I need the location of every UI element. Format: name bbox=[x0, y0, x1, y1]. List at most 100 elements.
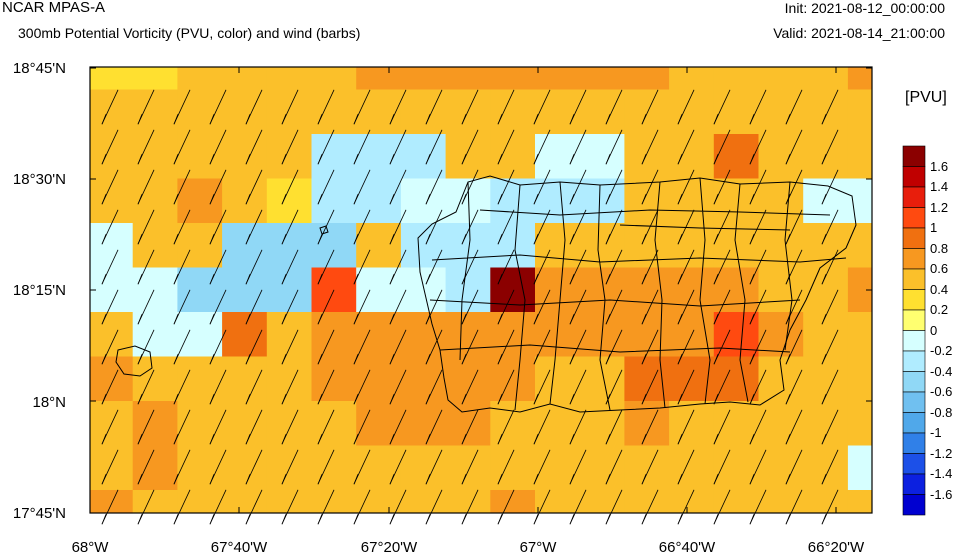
pv-cell bbox=[177, 356, 223, 402]
pv-cell bbox=[624, 312, 670, 358]
wind-barb bbox=[569, 329, 587, 365]
pv-cell bbox=[893, 535, 938, 556]
pv-cell bbox=[222, 89, 268, 135]
pv-cell bbox=[579, 401, 625, 447]
pv-cell bbox=[579, 89, 625, 135]
pv-cell bbox=[356, 134, 402, 180]
wind-barb bbox=[461, 369, 479, 405]
wind-barb bbox=[317, 409, 335, 445]
pv-cell bbox=[90, 490, 134, 513]
wind-barb bbox=[173, 89, 191, 125]
colorbar-swatch bbox=[902, 268, 926, 290]
pv-cell bbox=[132, 356, 178, 402]
pv-cell bbox=[132, 134, 178, 180]
wind-barb bbox=[209, 369, 227, 405]
pv-cell bbox=[311, 445, 357, 491]
pv-cell bbox=[535, 445, 581, 491]
colorbar-swatch bbox=[902, 391, 926, 413]
wind-barb bbox=[749, 249, 767, 285]
wind-barb bbox=[353, 289, 371, 325]
wind-barb bbox=[821, 449, 839, 485]
wind-barb bbox=[713, 289, 731, 325]
wind-barb bbox=[749, 169, 767, 205]
pv-cell bbox=[758, 356, 804, 402]
wind-barb bbox=[461, 89, 479, 125]
wind-barb bbox=[281, 169, 299, 205]
wind-barb bbox=[533, 209, 551, 245]
wind-barb bbox=[317, 289, 335, 325]
pv-cell bbox=[356, 178, 402, 224]
colorbar-swatch bbox=[902, 289, 926, 311]
wind-barb bbox=[677, 249, 695, 285]
pv-cell bbox=[803, 445, 849, 491]
wind-barb bbox=[245, 209, 263, 245]
colorbar-tick-label: 0.8 bbox=[930, 240, 949, 256]
wind-barb bbox=[677, 449, 695, 485]
pv-cell bbox=[132, 312, 178, 358]
wind-barb bbox=[137, 329, 155, 365]
wind-barb bbox=[353, 449, 371, 485]
pv-cell bbox=[266, 401, 313, 447]
wind-barb bbox=[425, 369, 443, 405]
wind-barb bbox=[353, 169, 371, 205]
wind-barb bbox=[713, 209, 731, 245]
colorbar-tick-label: 0.2 bbox=[930, 302, 949, 317]
wind-barb bbox=[749, 209, 767, 245]
wind-barb bbox=[605, 289, 623, 325]
wind-barb bbox=[101, 249, 119, 285]
wind-barb bbox=[641, 129, 659, 165]
colorbar-tick-label: -1.6 bbox=[930, 486, 953, 502]
pv-cell bbox=[90, 356, 134, 402]
wind-barb bbox=[353, 409, 371, 445]
wind-barb bbox=[245, 409, 263, 445]
wind-barb bbox=[245, 449, 263, 485]
wind-barb bbox=[245, 289, 263, 325]
wind-barb bbox=[533, 409, 551, 445]
wind-barb bbox=[245, 89, 263, 125]
wind-barb bbox=[821, 489, 839, 525]
pv-cell bbox=[490, 89, 536, 135]
wind-barb bbox=[245, 489, 263, 525]
wind-barb bbox=[101, 89, 119, 125]
pv-cell bbox=[177, 134, 223, 180]
pv-cell bbox=[713, 223, 760, 269]
wind-barb bbox=[713, 449, 731, 485]
wind-barb bbox=[533, 129, 551, 165]
pv-cell bbox=[803, 401, 849, 447]
wind-barb bbox=[497, 409, 515, 445]
pv-cell bbox=[713, 490, 760, 513]
colorbar-tick-label: -1.2 bbox=[930, 445, 953, 461]
wind-barb bbox=[749, 369, 767, 405]
wind-barb bbox=[101, 129, 119, 165]
pv-cell bbox=[177, 67, 223, 91]
pv-cell bbox=[400, 312, 447, 358]
wind-barb bbox=[137, 449, 155, 485]
pv-cell bbox=[177, 223, 223, 269]
pv-cell bbox=[669, 490, 715, 513]
wind-barb bbox=[317, 249, 335, 285]
pv-cell bbox=[490, 401, 536, 447]
wind-barb bbox=[137, 289, 155, 325]
pv-cell bbox=[222, 223, 268, 269]
wind-barb bbox=[209, 409, 227, 445]
wind-barb bbox=[677, 89, 695, 125]
wind-barb bbox=[713, 329, 731, 365]
colorbar-tick-label: 1.2 bbox=[930, 199, 949, 215]
pv-cell bbox=[445, 223, 491, 269]
wind-barb bbox=[425, 489, 443, 525]
wind-barb bbox=[353, 249, 371, 285]
init-time: Init: 2021-08-12_00:00:00 bbox=[784, 0, 945, 16]
colorbar-tick-label: 1.4 bbox=[930, 179, 949, 194]
wind-barb bbox=[245, 169, 263, 205]
pv-cell bbox=[222, 356, 268, 402]
wind-barb bbox=[605, 89, 623, 125]
pv-cell bbox=[90, 223, 134, 269]
colorbar-tick-label: -1.4 bbox=[930, 466, 953, 481]
wind-barb bbox=[605, 129, 623, 165]
pv-cell bbox=[847, 178, 872, 224]
colorbar-tick-label: 0.4 bbox=[930, 281, 949, 297]
wind-barb bbox=[641, 489, 659, 525]
wind-barb bbox=[281, 89, 299, 125]
pv-cell bbox=[222, 445, 268, 491]
wind-barb bbox=[677, 329, 695, 365]
